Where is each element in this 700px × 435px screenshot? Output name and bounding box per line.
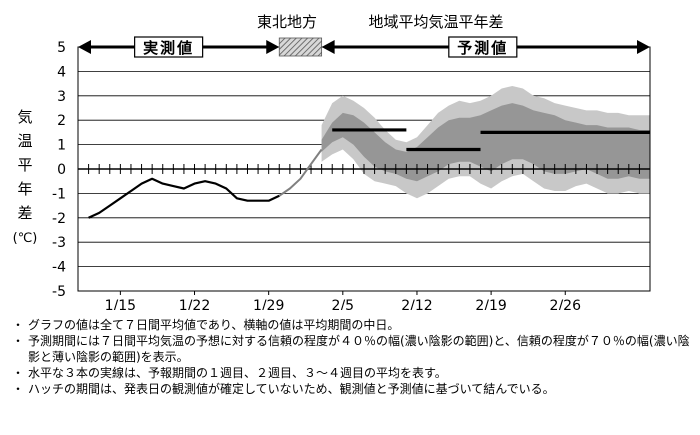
confidence-bands (321, 86, 650, 199)
forecast-arrow-left-arrowhead (321, 40, 335, 54)
y-tick-label: 2 (57, 113, 66, 129)
y-tick-label: 1 (57, 138, 66, 154)
forecast-label-box (448, 36, 518, 58)
y-tick-label: -2 (52, 211, 66, 227)
y-tick-label: -3 (52, 235, 66, 251)
x-tick-label: 2/12 (401, 298, 432, 310)
observed-arrow-right-arrowhead (266, 40, 280, 54)
note-bullet: ・ (12, 318, 25, 332)
y-tick-label: 3 (57, 89, 66, 105)
x-tick-label: 1/29 (253, 298, 284, 310)
note-item: ・ グラフの値は全て７日間平均値であり、横軸の値は平均期間の中日。 (12, 317, 696, 333)
y-axis-label: 気温平年差 (℃) (13, 108, 38, 246)
x-tick-labels: 1/15 1/22 1/29 2/5 2/12 2/19 2/26 (105, 298, 581, 310)
forecast-label: 予測値 (457, 39, 508, 57)
x-tick-label: 1/22 (179, 298, 210, 310)
note-item: ・ 予測期間には７日間平均気温の予想に対する信頼の程度が４０％の幅(濃い陰影の範… (12, 333, 696, 365)
period-header: 実測値 予測値 (78, 36, 650, 58)
note-bullet: ・ (12, 366, 25, 380)
y-tick-labels: 5 4 3 2 1 0 -1 -2 -3 -4 -5 (52, 40, 66, 300)
y-axis-label-char: 差 (17, 204, 32, 222)
note-bullet: ・ (12, 334, 25, 348)
temperature-anomaly-chart: 東北地方 地域平均気温平年差 気温平年差 (℃) 実測値 予測値 5 4 3 2 1 0 -1 -… (13, 13, 651, 310)
observed-label: 実測値 (143, 39, 194, 57)
y-tick-label: -1 (52, 186, 66, 202)
x-tick-label: 2/19 (475, 298, 506, 310)
hatch-connector-line (278, 148, 323, 197)
x-tick-label: 2/26 (550, 298, 582, 310)
observed-line (88, 177, 280, 219)
note-bullet: ・ (12, 382, 25, 396)
hatch-period-box (278, 37, 323, 57)
y-axis-label-char: 年 (17, 180, 32, 198)
y-tick-label: 4 (57, 64, 66, 80)
note-text: 予測期間には７日間平均気温の予想に対する信頼の程度が４０％の幅(濃い陰影の範囲)… (28, 334, 690, 364)
band-40 (321, 103, 650, 182)
note-item: ・ 水平な３本の実線は、予報期間の１週目、２週目、３～４週目の平均を表す。 (12, 365, 696, 381)
observed-label-box (134, 36, 204, 58)
observed-arrow-left-arrowhead (78, 40, 91, 54)
chart-notes: ・ グラフの値は全て７日間平均値であり、横軸の値は平均期間の中日。 ・ 予測期間… (12, 317, 696, 397)
x-tick-label: 1/15 (105, 298, 136, 310)
note-text: 水平な３本の実線は、予報期間の１週目、２週目、３～４週目の平均を表す。 (28, 366, 447, 380)
y-axis-label-char: 平 (17, 156, 32, 174)
y-tick-label: 0 (57, 162, 66, 178)
y-tick-label: -4 (52, 260, 66, 276)
y-axis-label-char: 気 (17, 108, 32, 126)
chart-title: 地域平均気温平年差 (368, 13, 503, 31)
y-tick-label: 5 (57, 40, 66, 56)
y-axis-label-char: (℃) (13, 231, 38, 246)
note-item: ・ ハッチの期間は、発表日の観測値が確定していないため、観測値と予測値に基づいて… (12, 381, 696, 397)
y-tick-label: -5 (52, 284, 66, 300)
x-tick-label: 2/5 (332, 298, 355, 310)
note-text: グラフの値は全て７日間平均値であり、横軸の値は平均期間の中日。 (28, 318, 400, 332)
forecast-arrow-right-arrowhead (637, 40, 650, 54)
series-lines (88, 128, 650, 219)
note-text: ハッチの期間は、発表日の観測値が確定していないため、観測値と予測値に基づいて結ん… (28, 382, 555, 396)
chart-title-region: 東北地方 (257, 13, 317, 31)
y-axis-label-char: 温 (17, 132, 32, 150)
